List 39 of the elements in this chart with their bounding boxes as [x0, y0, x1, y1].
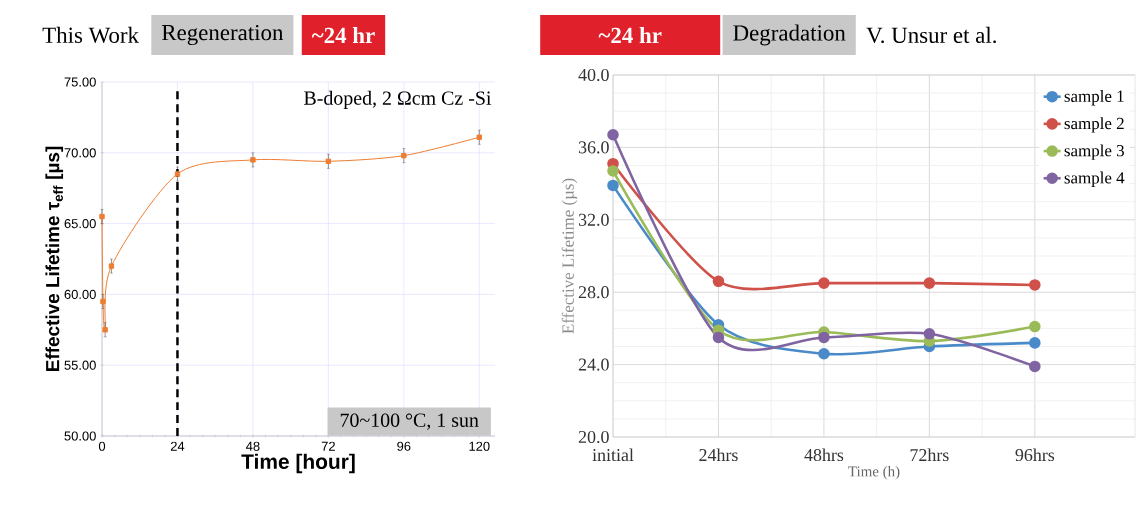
x-tick-label: 24 — [170, 441, 185, 451]
y-tick-label: 70.00 — [64, 148, 96, 158]
x-axis-title: Time [hour] — [241, 453, 355, 474]
x-tick-label: initial — [592, 448, 634, 462]
x-tick-label: 72 — [321, 441, 335, 451]
legend-label: sample 2 — [1064, 117, 1124, 133]
x-axis-title: Time (h) — [848, 465, 900, 480]
y-tick-label: 50.00 — [64, 431, 96, 441]
x-tick-label: 96 — [397, 441, 411, 451]
x-tick-label: 120 — [469, 441, 490, 451]
x-tick-label: 0 — [98, 441, 106, 451]
chart-title: V. Unsur et al. — [866, 26, 996, 44]
text: ~24 hr — [598, 27, 662, 43]
x-tick-label: 24hrs — [699, 448, 738, 462]
y-axis-title: Effective Lifetime τ$_{eff}$ [µs] — [45, 146, 64, 371]
x-tick-label: 72hrs — [910, 448, 949, 462]
x-tick-label: 48 — [246, 441, 260, 451]
y-tick-label: 32.0 — [578, 213, 609, 226]
y-tick-label: 65.00 — [64, 219, 96, 229]
annotation: 70~100 °C, 1 sun — [340, 413, 479, 430]
y-tick-label: 40.0 — [578, 68, 609, 82]
legend-label: sample 1 — [1064, 90, 1124, 106]
y-tick-label: 75.00 — [64, 77, 96, 87]
y-tick-label: 20.0 — [578, 430, 609, 444]
x-tick-label: 48hrs — [804, 448, 844, 462]
y-tick-label: 36.0 — [578, 141, 609, 154]
annotation: B-doped, 2 Ωcm Cz -Si — [304, 90, 492, 109]
x-tick-label: 96hrs — [1015, 448, 1055, 462]
y-tick-label: 24.0 — [578, 358, 609, 371]
text: Degradation — [733, 24, 846, 46]
text: Regeneration — [161, 24, 284, 46]
y-axis-title: Effective Lifetime (µs) — [561, 178, 578, 334]
legend-label: sample 4 — [1064, 171, 1125, 187]
y-tick-label: 28.0 — [578, 286, 609, 299]
y-tick-label: 60.00 — [64, 289, 96, 299]
y-tick-label: 55.00 — [64, 360, 96, 370]
chart-title: This Work — [42, 26, 139, 44]
text: ~24 hr — [311, 27, 375, 43]
legend-label: sample 3 — [1064, 144, 1124, 160]
